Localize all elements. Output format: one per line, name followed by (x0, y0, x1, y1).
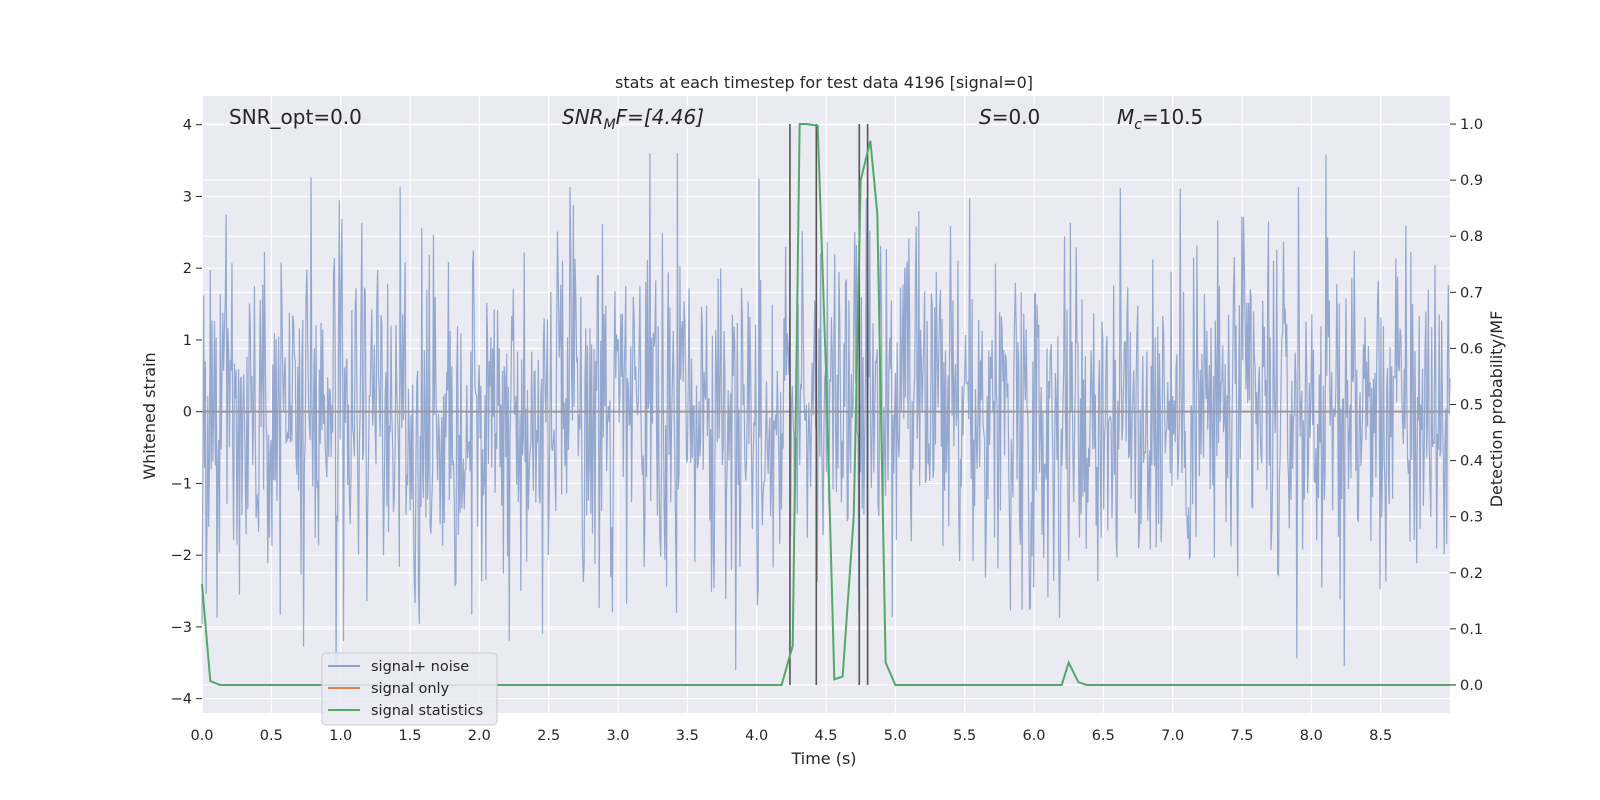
x-tick-label: 3.5 (676, 728, 699, 744)
annotation-mc-main: M (1117, 105, 1134, 129)
x-tick-label: 7.5 (1230, 728, 1253, 744)
x-tick-label: 4.0 (745, 728, 768, 744)
x-axis-label: Time (s) (790, 749, 856, 768)
x-tick-label: 1.0 (329, 728, 352, 744)
signal-statistics-line (201, 123, 1450, 686)
left-y-axis-ticks: 4 3 2 1 0 −1 −2 −3 −4 (171, 118, 202, 708)
x-tick-label: 5.5 (953, 728, 976, 744)
left-y-tick-label: 1 (183, 333, 192, 349)
left-y-tick-label: −1 (171, 476, 192, 492)
right-y-tick-label: 0.5 (1460, 398, 1483, 414)
right-y-tick-label: 0.4 (1460, 454, 1483, 470)
legend-box (321, 652, 498, 726)
x-tick-label: 8.0 (1300, 728, 1323, 744)
x-tick-label: 7.0 (1161, 728, 1184, 744)
x-tick-label: 0.0 (190, 728, 213, 744)
x-tick-label: 6.0 (1022, 728, 1045, 744)
right-y-tick-label: 0.3 (1460, 510, 1483, 526)
annotation-s: S=0.0 (979, 105, 1040, 129)
left-y-tick-label: 2 (183, 261, 192, 277)
x-tick-label: 5.0 (884, 728, 907, 744)
right-y-axis-label: Detection probability/MF (1487, 311, 1506, 508)
annotation-s-rest: =0.0 (992, 105, 1041, 129)
left-y-tick-label: −3 (171, 620, 192, 636)
legend-label-signal-statistics: signal statistics (371, 703, 483, 719)
left-y-tick-label: 0 (183, 405, 192, 421)
annotation-snr-mf-rest: F=[4.46] (616, 105, 704, 129)
left-y-tick-label: −2 (171, 548, 192, 564)
right-y-tick-label: 0.1 (1460, 622, 1483, 638)
left-y-tick-label: 4 (183, 118, 192, 134)
signal-noise-series (201, 153, 1451, 670)
right-y-tick-label: 0.6 (1460, 341, 1483, 357)
x-tick-label: 2.5 (537, 728, 560, 744)
signal-statistics-series (201, 123, 1450, 686)
annotation-s-main: S (979, 105, 992, 129)
x-tick-label: 6.5 (1092, 728, 1115, 744)
right-y-tick-label: 0.7 (1460, 285, 1483, 301)
legend-label-signal-noise: signal+ noise (371, 659, 469, 675)
chart-title: stats at each timestep for test data 419… (615, 73, 1033, 92)
x-tick-label: 3.0 (606, 728, 629, 744)
x-tick-label: 8.5 (1369, 728, 1392, 744)
annotation-snr-mf-main: SNR (562, 105, 604, 129)
right-y-axis-ticks: 1.0 0.9 0.8 0.7 0.6 0.5 0.4 0.3 0.2 0.1 0.0 (1450, 117, 1483, 694)
legend-label-signal-only: signal only (371, 681, 450, 697)
right-y-tick-label: 0.0 (1460, 678, 1483, 694)
annotation-mc-rest: =10.5 (1142, 105, 1203, 129)
annotation-snr-mf: SNRMF=[4.46] (562, 105, 704, 133)
right-y-tick-label: 0.2 (1460, 566, 1483, 582)
legend: signal+ noise signal only signal statist… (321, 652, 498, 726)
x-tick-label: 0.5 (260, 728, 283, 744)
right-y-tick-label: 1.0 (1460, 117, 1483, 133)
annotation-mc: Mc=10.5 (1117, 105, 1203, 133)
annotation-mc-sub: c (1134, 117, 1142, 133)
x-tick-label: 4.5 (814, 728, 837, 744)
annotation-snr-opt: SNR_opt=0.0 (229, 105, 362, 129)
right-y-tick-label: 0.8 (1460, 229, 1483, 245)
left-y-tick-label: 3 (183, 189, 192, 205)
signal-noise-line (201, 153, 1451, 670)
x-tick-label: 1.5 (398, 728, 421, 744)
right-y-tick-label: 0.9 (1460, 173, 1483, 189)
annotation-snr-mf-sub: M (604, 117, 616, 133)
x-axis-ticks: 0.0 0.5 1.0 1.5 2.0 2.5 3.0 3.5 4.0 4.5 5.0 5.5 6.0 6… (190, 728, 1392, 744)
left-y-axis-label: Whitened strain (140, 352, 159, 479)
x-tick-label: 2.0 (468, 728, 491, 744)
left-y-tick-label: −4 (171, 692, 192, 708)
